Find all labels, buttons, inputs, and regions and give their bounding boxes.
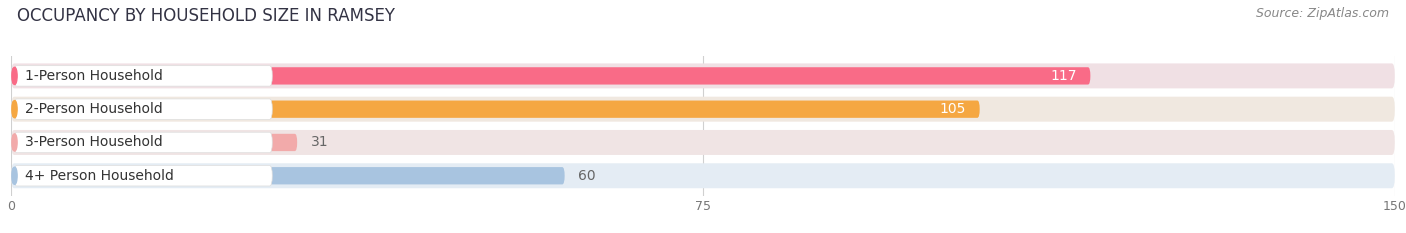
Circle shape: [13, 67, 17, 85]
FancyBboxPatch shape: [14, 99, 273, 119]
FancyBboxPatch shape: [11, 163, 1395, 188]
Text: 105: 105: [939, 102, 966, 116]
Text: 1-Person Household: 1-Person Household: [24, 69, 162, 83]
FancyBboxPatch shape: [14, 165, 273, 186]
Circle shape: [13, 167, 17, 184]
FancyBboxPatch shape: [14, 132, 273, 153]
Text: OCCUPANCY BY HOUSEHOLD SIZE IN RAMSEY: OCCUPANCY BY HOUSEHOLD SIZE IN RAMSEY: [17, 7, 395, 25]
FancyBboxPatch shape: [11, 167, 565, 184]
FancyBboxPatch shape: [11, 63, 1395, 88]
FancyBboxPatch shape: [14, 66, 273, 86]
Circle shape: [13, 134, 17, 151]
FancyBboxPatch shape: [11, 67, 1091, 85]
Text: Source: ZipAtlas.com: Source: ZipAtlas.com: [1256, 7, 1389, 20]
Text: 60: 60: [578, 169, 596, 183]
Text: 2-Person Household: 2-Person Household: [24, 102, 162, 116]
Text: 3-Person Household: 3-Person Household: [24, 135, 162, 149]
FancyBboxPatch shape: [11, 130, 1395, 155]
FancyBboxPatch shape: [11, 134, 297, 151]
Text: 117: 117: [1050, 69, 1077, 83]
FancyBboxPatch shape: [11, 100, 980, 118]
Circle shape: [13, 101, 17, 118]
FancyBboxPatch shape: [11, 97, 1395, 122]
Text: 31: 31: [311, 135, 329, 149]
Text: 4+ Person Household: 4+ Person Household: [24, 169, 173, 183]
